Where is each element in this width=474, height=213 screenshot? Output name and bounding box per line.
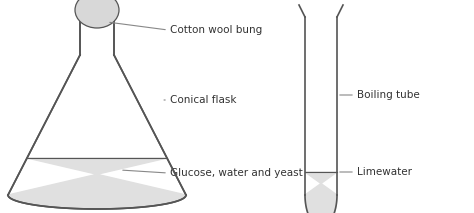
Text: Cotton wool bung: Cotton wool bung	[170, 25, 262, 35]
Text: Conical flask: Conical flask	[170, 95, 237, 105]
Ellipse shape	[75, 0, 119, 28]
Text: Glucose, water and yeast: Glucose, water and yeast	[170, 168, 303, 178]
Text: Limewater: Limewater	[357, 167, 412, 177]
Text: Boiling tube: Boiling tube	[357, 90, 420, 100]
Polygon shape	[8, 195, 186, 209]
Polygon shape	[8, 158, 186, 209]
Polygon shape	[305, 172, 337, 213]
